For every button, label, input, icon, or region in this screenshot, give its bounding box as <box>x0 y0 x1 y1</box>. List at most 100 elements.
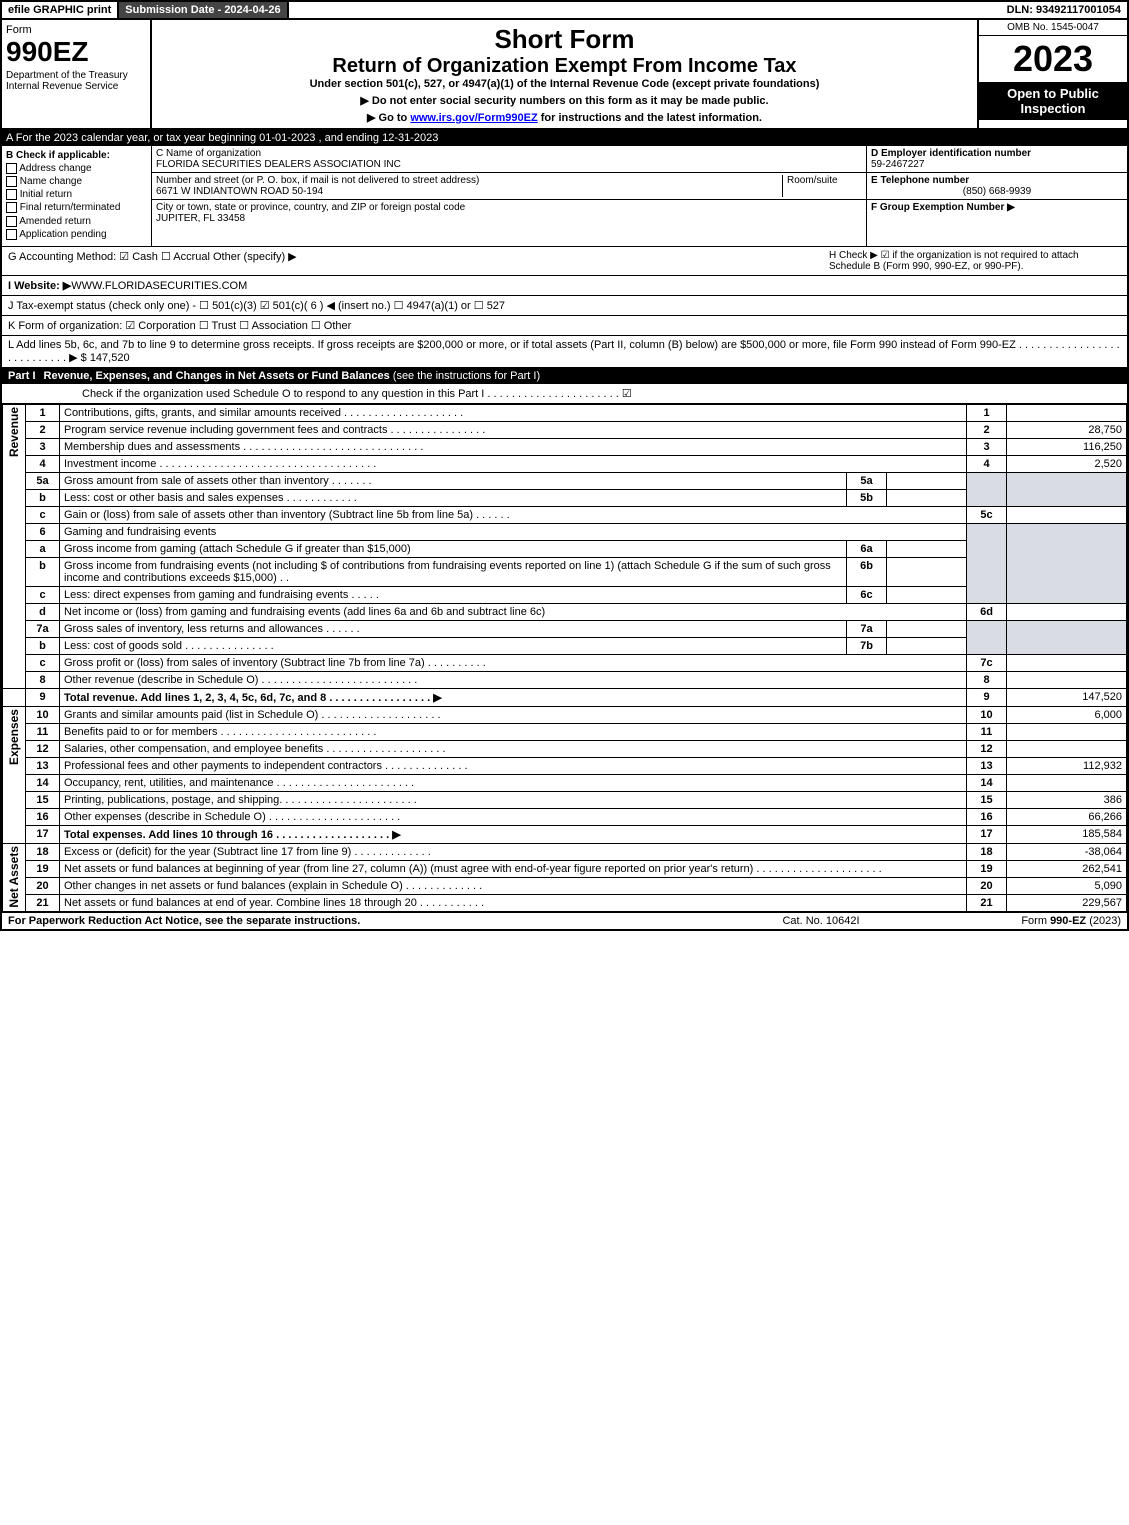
row-1-rnum: 1 <box>967 404 1007 421</box>
ein-label: D Employer identification number <box>871 148 1123 159</box>
omb: OMB No. 1545-0047 <box>979 20 1127 36</box>
row-21-num: 21 <box>26 894 60 911</box>
line-j: J Tax-exempt status (check only one) - ☐… <box>2 296 1127 316</box>
street: 6671 W INDIANTOWN ROAD 50-194 <box>156 186 782 197</box>
row-7c-val <box>1007 654 1127 671</box>
note2-post: for instructions and the latest informat… <box>538 112 762 124</box>
row-13-rnum: 13 <box>967 757 1007 774</box>
row-15-desc: Printing, publications, postage, and shi… <box>60 791 967 808</box>
group-row: F Group Exemption Number ▶ <box>867 200 1127 215</box>
check-initial-return[interactable]: Initial return <box>6 189 147 200</box>
row-6d-desc: Net income or (loss) from gaming and fun… <box>60 603 967 620</box>
footer-catno: Cat. No. 10642I <box>721 915 921 927</box>
line-gh: G Accounting Method: ☑ Cash ☐ Accrual Ot… <box>2 247 1127 276</box>
part-1-note: (see the instructions for Part I) <box>390 370 540 382</box>
subtitle: Under section 501(c), 527, or 4947(a)(1)… <box>156 78 973 90</box>
row-9-num: 9 <box>26 688 60 706</box>
row-6c-sn: 6c <box>847 586 887 603</box>
row-10-num: 10 <box>26 706 60 723</box>
row-19-val: 262,541 <box>1007 860 1127 877</box>
row-4-desc: Investment income . . . . . . . . . . . … <box>60 455 967 472</box>
org-name-row: C Name of organization FLORIDA SECURITIE… <box>152 146 866 173</box>
row-10-rnum: 10 <box>967 706 1007 723</box>
city-label: City or town, state or province, country… <box>156 202 862 213</box>
row-7b-desc: Less: cost of goods sold . . . . . . . .… <box>60 637 847 654</box>
row-7a-sn: 7a <box>847 620 887 637</box>
top-bar: efile GRAPHIC print Submission Date - 20… <box>0 0 1129 20</box>
org-name: FLORIDA SECURITIES DEALERS ASSOCIATION I… <box>156 159 862 170</box>
row-11-desc: Benefits paid to or for members . . . . … <box>60 723 967 740</box>
row-4-val: 2,520 <box>1007 455 1127 472</box>
ein-row: D Employer identification number 59-2467… <box>867 146 1127 173</box>
line-g: G Accounting Method: ☑ Cash ☐ Accrual Ot… <box>8 250 821 272</box>
ein: 59-2467227 <box>871 159 1123 170</box>
box-b: B Check if applicable: Address change Na… <box>2 146 152 246</box>
row-9-desc: Total revenue. Add lines 1, 2, 3, 4, 5c,… <box>60 688 967 706</box>
row-14-val <box>1007 774 1127 791</box>
form-header: Form 990EZ Department of the Treasury In… <box>2 20 1127 130</box>
efile-print[interactable]: efile GRAPHIC print <box>2 2 119 18</box>
form-990ez: Form 990EZ Department of the Treasury In… <box>0 20 1129 931</box>
tel: (850) 668-9939 <box>871 186 1123 197</box>
row-19-num: 19 <box>26 860 60 877</box>
check-name-change[interactable]: Name change <box>6 176 147 187</box>
section-revenue: Revenue <box>7 407 21 457</box>
row-7b-num: b <box>26 637 60 654</box>
check-amended-return[interactable]: Amended return <box>6 216 147 227</box>
row-5a-desc: Gross amount from sale of assets other t… <box>60 472 847 489</box>
check-address-change[interactable]: Address change <box>6 163 147 174</box>
row-21-desc: Net assets or fund balances at end of ye… <box>60 894 967 911</box>
page-footer: For Paperwork Reduction Act Notice, see … <box>2 912 1127 929</box>
row-2-num: 2 <box>26 421 60 438</box>
row-21-val: 229,567 <box>1007 894 1127 911</box>
row-5b-desc: Less: cost or other basis and sales expe… <box>60 489 847 506</box>
part-1-label: Part I <box>8 370 44 382</box>
row-15-num: 15 <box>26 791 60 808</box>
dept: Department of the Treasury Internal Reve… <box>6 70 146 92</box>
row-10-val: 6,000 <box>1007 706 1127 723</box>
check-final-return[interactable]: Final return/terminated <box>6 202 147 213</box>
row-6b-desc: Gross income from fundraising events (no… <box>60 557 847 586</box>
part-1-header: Part I Revenue, Expenses, and Changes in… <box>2 368 1127 384</box>
check-application-pending[interactable]: Application pending <box>6 229 147 240</box>
row-13-val: 112,932 <box>1007 757 1127 774</box>
row-5a-sv <box>887 472 967 489</box>
footer-paperwork: For Paperwork Reduction Act Notice, see … <box>8 915 721 927</box>
city: JUPITER, FL 33458 <box>156 213 862 224</box>
row-18-num: 18 <box>26 843 60 860</box>
row-14-num: 14 <box>26 774 60 791</box>
row-13-num: 13 <box>26 757 60 774</box>
row-6d-rnum: 6d <box>967 603 1007 620</box>
form-number: 990EZ <box>6 36 146 68</box>
note-ssn: ▶ Do not enter social security numbers o… <box>156 94 973 107</box>
line-k: K Form of organization: ☑ Corporation ☐ … <box>2 316 1127 336</box>
row-16-rnum: 16 <box>967 808 1007 825</box>
row-18-val: -38,064 <box>1007 843 1127 860</box>
row-2-val: 28,750 <box>1007 421 1127 438</box>
row-6a-sv <box>887 540 967 557</box>
lines-table: Revenue 1Contributions, gifts, grants, a… <box>2 404 1127 912</box>
row-6a-num: a <box>26 540 60 557</box>
dln: DLN: 93492117001054 <box>1001 2 1127 18</box>
website: WWW.FLORIDASECURITIES.COM <box>71 280 247 292</box>
room-label: Room/suite <box>782 175 862 197</box>
section-expenses: Expenses <box>7 709 21 765</box>
row-16-num: 16 <box>26 808 60 825</box>
row-12-num: 12 <box>26 740 60 757</box>
row-3-num: 3 <box>26 438 60 455</box>
row-1-desc: Contributions, gifts, grants, and simila… <box>60 404 967 421</box>
row-6c-desc: Less: direct expenses from gaming and fu… <box>60 586 847 603</box>
row-6c-num: c <box>26 586 60 603</box>
row-6b-num: b <box>26 557 60 586</box>
row-4-rnum: 4 <box>967 455 1007 472</box>
row-15-val: 386 <box>1007 791 1127 808</box>
row-5a-num: 5a <box>26 472 60 489</box>
row-3-val: 116,250 <box>1007 438 1127 455</box>
tax-year: 2023 <box>979 36 1127 82</box>
row-6b-sv <box>887 557 967 586</box>
row-4-num: 4 <box>26 455 60 472</box>
row-6d-num: d <box>26 603 60 620</box>
row-20-num: 20 <box>26 877 60 894</box>
irs-link[interactable]: www.irs.gov/Form990EZ <box>410 112 537 124</box>
group-label: F Group Exemption Number ▶ <box>871 202 1123 213</box>
